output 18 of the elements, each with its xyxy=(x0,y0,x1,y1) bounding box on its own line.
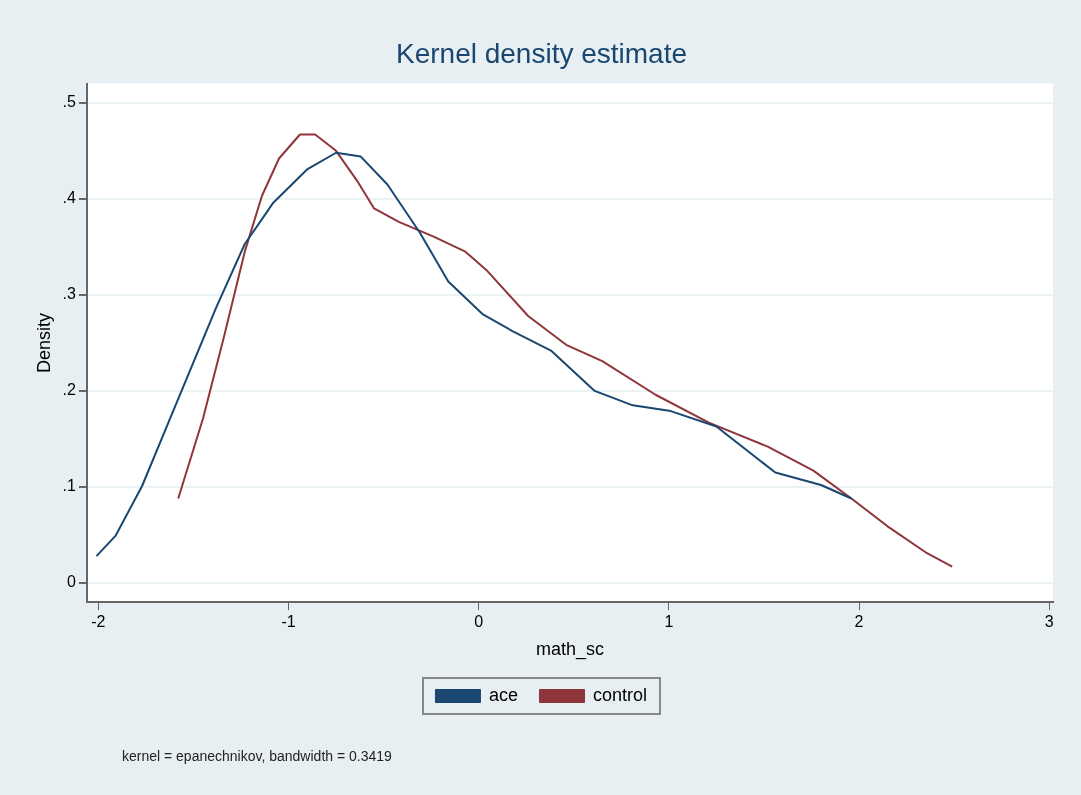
x-tick-label: 0 xyxy=(474,613,484,631)
x-axis-title: math_sc xyxy=(535,639,604,661)
chart-title: Kernel density estimate xyxy=(395,37,688,69)
legend-label: control xyxy=(593,684,648,705)
x-tick-label: 1 xyxy=(664,613,674,631)
x-tick-label: 2 xyxy=(854,613,864,631)
y-tick-label: .2 xyxy=(62,381,77,399)
y-tick-label: .4 xyxy=(62,189,77,207)
y-axis-title: Density xyxy=(33,312,54,373)
y-tick-label: .1 xyxy=(62,477,77,495)
legend-label: ace xyxy=(488,684,519,705)
y-tick-label: .5 xyxy=(62,93,77,111)
x-tick-label: -1 xyxy=(281,613,296,631)
y-tick-label: 0 xyxy=(67,573,77,591)
x-tick-label: -2 xyxy=(91,613,106,631)
y-tick-label: .3 xyxy=(62,285,77,303)
text: kernel = epanechnikov, bandwidth = 0.3419 xyxy=(122,748,392,764)
x-tick-label: 3 xyxy=(1044,613,1054,631)
